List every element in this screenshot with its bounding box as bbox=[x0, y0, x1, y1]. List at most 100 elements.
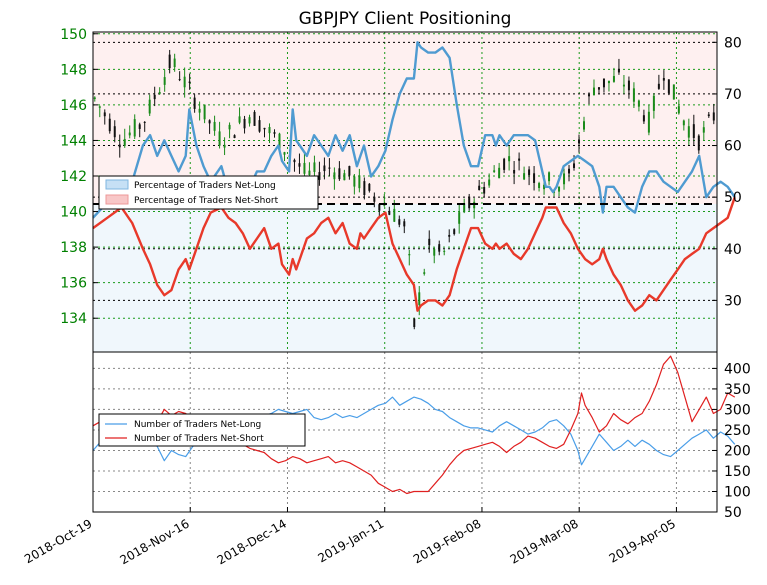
price-candle-body bbox=[253, 111, 256, 126]
count-tick-label: 100 bbox=[724, 484, 751, 500]
trader-count-axis-ticks: 50 100 150 200 250 300 350 400 bbox=[712, 361, 751, 521]
price-candle-body bbox=[423, 272, 426, 274]
price-tick-label: 150 bbox=[60, 27, 87, 43]
price-candle-body bbox=[268, 127, 271, 134]
price-candle-body bbox=[333, 172, 336, 180]
price-candle-body bbox=[543, 184, 546, 190]
price-candle-body bbox=[597, 87, 600, 90]
price-candle-body bbox=[108, 118, 111, 132]
price-candle-body bbox=[573, 163, 576, 168]
legend-label-net-long: Percentage of Traders Net-Long bbox=[134, 181, 276, 191]
price-axis-ticks: 134 136 138 140 142 144 146 148 150 bbox=[60, 27, 98, 327]
price-candle-body bbox=[647, 111, 650, 133]
percent-tick-label: 30 bbox=[724, 293, 742, 309]
price-candle-body bbox=[498, 167, 501, 179]
price-candle-body bbox=[578, 139, 581, 144]
date-tick-label: 2019-Feb-08 bbox=[411, 516, 484, 566]
legend-swatch-net-long bbox=[105, 179, 129, 190]
price-candle-body bbox=[298, 163, 301, 167]
price-candle-body bbox=[158, 92, 161, 94]
price-candle-body bbox=[702, 127, 705, 133]
price-candle-body bbox=[692, 124, 695, 138]
lower-panel: 50 100 150 200 250 300 350 400 Number of Trader… bbox=[92, 351, 751, 521]
price-candle-body bbox=[453, 229, 456, 235]
price-candle-body bbox=[178, 79, 181, 81]
count-tick-label: 300 bbox=[724, 402, 751, 418]
price-candle-body bbox=[163, 77, 166, 85]
price-candle-body bbox=[378, 204, 381, 211]
price-candle-body bbox=[148, 99, 151, 114]
price-candle-body bbox=[548, 172, 551, 182]
percent-tick-label: 70 bbox=[724, 87, 742, 103]
price-candle-body bbox=[592, 87, 595, 96]
count-tick-label: 200 bbox=[724, 443, 751, 459]
price-tick-label: 140 bbox=[60, 205, 87, 221]
percent-tick-label: 50 bbox=[724, 190, 742, 206]
price-candle-body bbox=[697, 135, 700, 151]
date-axis-ticks: 2018-Oct-19 2018-Nov-16 2018-Dec-14 2019-Ja… bbox=[22, 507, 678, 567]
price-candle-body bbox=[607, 80, 610, 84]
price-candle-body bbox=[238, 116, 241, 123]
lower-legend-box bbox=[98, 413, 306, 447]
price-candle-body bbox=[113, 126, 116, 138]
price-candle-body bbox=[293, 159, 296, 163]
date-tick-label: 2019-Apr-05 bbox=[607, 516, 678, 565]
price-candle-body bbox=[328, 167, 331, 169]
price-candle-body bbox=[258, 120, 261, 132]
price-candle-body bbox=[478, 185, 481, 191]
price-candle-body bbox=[248, 117, 251, 124]
price-candle-body bbox=[183, 76, 186, 88]
price-tick-label: 138 bbox=[60, 240, 87, 256]
price-candle-body bbox=[612, 76, 615, 82]
price-candle-body bbox=[627, 80, 630, 91]
price-candle-body bbox=[568, 168, 571, 174]
price-candle-body bbox=[213, 121, 216, 131]
price-candle-body bbox=[672, 84, 675, 100]
price-candle-body bbox=[363, 181, 366, 196]
upper-legend-box bbox=[98, 175, 319, 210]
price-candle-body bbox=[503, 158, 506, 170]
date-tick-label: 2019-Mar-08 bbox=[508, 516, 581, 566]
price-candle-body bbox=[483, 187, 486, 194]
date-tick-label: 2019-Jan-11 bbox=[315, 516, 386, 565]
lower-legend: Number of Traders Net-Long Number of Tra… bbox=[98, 413, 306, 447]
price-candle-body bbox=[413, 318, 416, 327]
price-candle-body bbox=[443, 250, 446, 252]
price-candle-body bbox=[338, 168, 341, 180]
price-candle-body bbox=[143, 121, 146, 123]
price-candle-body bbox=[622, 84, 625, 87]
price-candle-body bbox=[707, 114, 710, 117]
price-tick-label: 146 bbox=[60, 98, 87, 114]
price-candle-body bbox=[138, 124, 141, 129]
net-short-region bbox=[93, 32, 717, 204]
price-candle-body bbox=[667, 79, 670, 94]
price-candle-body bbox=[662, 78, 665, 81]
percent-tick-label: 60 bbox=[724, 139, 742, 155]
price-candle-body bbox=[652, 95, 655, 111]
price-candle-body bbox=[283, 152, 286, 155]
price-candle-body bbox=[198, 108, 201, 113]
price-candle-body bbox=[343, 173, 346, 181]
price-candle-body bbox=[233, 135, 236, 138]
count-tick-label: 150 bbox=[724, 464, 751, 480]
price-candle-body bbox=[602, 78, 605, 88]
percent-tick-label: 40 bbox=[724, 242, 742, 258]
price-candle-body bbox=[533, 173, 536, 183]
price-candle-body bbox=[123, 138, 126, 146]
price-candle-body bbox=[303, 162, 306, 174]
price-candle-body bbox=[308, 170, 311, 176]
price-candle-body bbox=[273, 132, 276, 134]
price-candle-body bbox=[468, 196, 471, 209]
price-candle-body bbox=[582, 121, 585, 130]
price-candle-body bbox=[428, 238, 431, 246]
legend-label-net-long-count: Number of Traders Net-Long bbox=[134, 420, 261, 430]
upper-panel: 134 136 138 140 142 144 146 148 150 30 40 50 60 70 80… bbox=[60, 27, 742, 353]
price-candle-body bbox=[203, 104, 206, 120]
price-candle-body bbox=[118, 144, 121, 148]
price-candle-body bbox=[677, 106, 680, 114]
legend-label-net-short-count: Number of Traders Net-Short bbox=[134, 434, 264, 444]
percentage-axis-ticks: 30 40 50 60 70 80 bbox=[712, 35, 742, 309]
price-candle-body bbox=[193, 97, 196, 109]
date-tick-label: 2018-Dec-14 bbox=[215, 516, 289, 567]
lower-grid bbox=[93, 352, 717, 512]
